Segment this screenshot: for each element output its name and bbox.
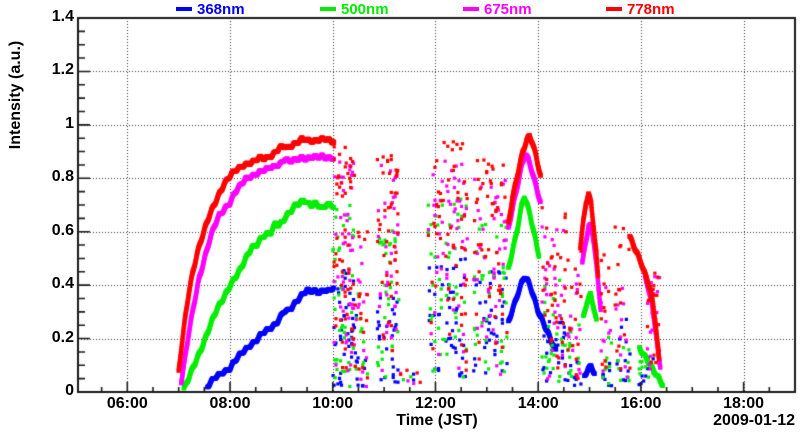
legend-label: 778nm (627, 0, 675, 18)
y-tick-label-0.4: 0.4 (51, 275, 74, 293)
date-label: 2009-01-12 (713, 412, 795, 429)
y-tick-label-1: 1 (65, 114, 74, 132)
legend-line-swatch (320, 7, 336, 11)
y-axis-title: Intensity (a.u.) (7, 40, 24, 150)
legend-item-500nm: 500nm (320, 0, 389, 18)
x-tick-label-18:00: 18:00 (723, 395, 765, 412)
legend-item-368nm: 368nm (176, 0, 245, 18)
x-tick-label-10:00: 10:00 (312, 395, 354, 412)
legend-label: 675nm (484, 0, 532, 18)
x-tick-label-06:00: 06:00 (106, 395, 148, 412)
x-tick-label-16:00: 16:00 (620, 395, 662, 412)
legend-label: 368nm (197, 0, 245, 18)
y-tick-label-0: 0 (65, 382, 74, 399)
y-tick-label-0.8: 0.8 (51, 168, 74, 186)
x-axis-title: Time (JST) (396, 412, 478, 429)
y-tick-label-1.2: 1.2 (51, 61, 74, 79)
legend-label: 500nm (341, 0, 389, 18)
legend-line-swatch (176, 7, 192, 11)
legend-line-swatch (606, 7, 622, 11)
legend-item-675nm: 675nm (463, 0, 532, 18)
legend-line-swatch (463, 7, 479, 11)
y-tick-label-0.6: 0.6 (51, 221, 74, 239)
y-tick-label-0.2: 0.2 (51, 328, 74, 346)
x-tick-label-08:00: 08:00 (209, 395, 251, 412)
legend-item-778nm: 778nm (606, 0, 675, 18)
x-tick-label-12:00: 12:00 (415, 395, 456, 412)
x-tick-label-14:00: 14:00 (517, 395, 559, 412)
y-tick-label-1.4: 1.4 (51, 8, 74, 25)
